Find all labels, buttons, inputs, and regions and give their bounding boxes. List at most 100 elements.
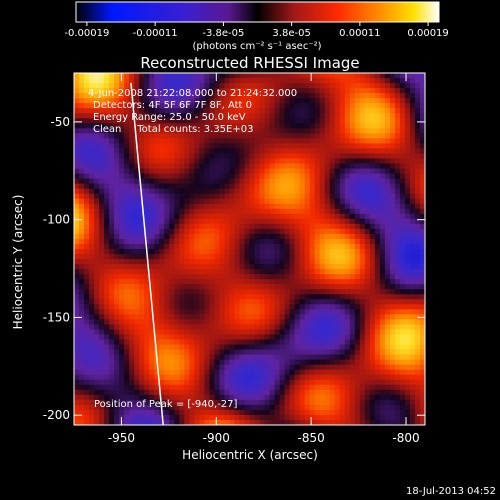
heatmap-cell — [164, 163, 170, 170]
heatmap-cell — [289, 163, 296, 170]
heatmap-cell — [124, 344, 130, 351]
heatmap-cell — [334, 83, 341, 89]
heatmap-cell — [254, 128, 261, 134]
heatmap-cell — [264, 188, 271, 195]
heatmap-cell — [84, 264, 90, 270]
heatmap-cell — [164, 419, 170, 425]
heatmap-cell — [154, 294, 160, 300]
heatmap-cell — [419, 269, 425, 275]
heatmap-cell — [279, 188, 286, 195]
heatmap-cell — [74, 88, 80, 94]
heatmap-cell — [414, 264, 421, 270]
heatmap-cell — [404, 233, 411, 240]
heatmap-cell — [384, 103, 391, 109]
heatmap-cell — [189, 389, 195, 396]
heatmap-cell — [414, 153, 421, 160]
heatmap-cell — [124, 334, 130, 341]
heatmap-cell — [394, 123, 401, 129]
heatmap-cell — [209, 188, 215, 195]
heatmap-cell — [139, 339, 145, 346]
heatmap-cell — [254, 269, 261, 275]
heatmap-cell — [149, 379, 155, 386]
heatmap-cell — [359, 153, 366, 160]
heatmap-cell — [139, 329, 145, 336]
heatmap-cell — [114, 354, 120, 361]
heatmap-cell — [119, 314, 125, 320]
heatmap-cell — [249, 374, 256, 381]
heatmap-cell — [84, 183, 90, 190]
heatmap-cell — [89, 193, 95, 200]
heatmap-cell — [74, 359, 80, 366]
heatmap-cell — [184, 384, 190, 391]
heatmap-cell — [229, 354, 236, 361]
heatmap-cell — [159, 369, 165, 376]
heatmap-cell — [274, 158, 281, 165]
heatmap-cell — [354, 103, 361, 109]
heatmap-cell — [179, 254, 185, 260]
heatmap-cell — [384, 309, 391, 315]
heatmap-cell — [184, 359, 190, 366]
heatmap-cell — [94, 349, 100, 356]
heatmap-cell — [199, 294, 205, 300]
heatmap-cell — [399, 309, 406, 315]
heatmap-cell — [269, 108, 276, 114]
heatmap-cell — [174, 359, 180, 366]
heatmap-cell — [224, 208, 231, 215]
heatmap-cell — [184, 128, 190, 134]
heatmap-cell — [239, 289, 246, 295]
heatmap-cell — [264, 304, 271, 310]
heatmap-cell — [194, 78, 200, 84]
heatmap-cell — [289, 223, 296, 230]
heatmap-cell — [349, 218, 356, 225]
heatmap-cell — [359, 173, 366, 180]
heatmap-cell — [104, 274, 110, 280]
heatmap-cell — [299, 158, 306, 165]
heatmap-cell — [414, 324, 421, 331]
heatmap-cell — [419, 404, 425, 411]
heatmap-cell — [359, 183, 366, 190]
heatmap-cell — [414, 228, 421, 235]
heatmap-cell — [259, 103, 266, 109]
heatmap-cell — [329, 138, 336, 144]
heatmap-cell — [364, 334, 371, 341]
heatmap-cell — [309, 198, 316, 205]
heatmap-cell — [384, 83, 391, 89]
heatmap-cell — [114, 108, 120, 114]
heatmap-cell — [79, 158, 85, 165]
heatmap-cell — [79, 148, 85, 155]
heatmap-cell — [269, 78, 276, 84]
heatmap-cell — [114, 394, 120, 401]
heatmap-cell — [199, 404, 205, 411]
heatmap-cell — [214, 359, 221, 366]
heatmap-cell — [209, 168, 215, 175]
heatmap-cell — [234, 414, 241, 421]
heatmap-cell — [384, 294, 391, 300]
heatmap-cell — [269, 314, 276, 320]
heatmap-cell — [254, 118, 261, 124]
heatmap-cell — [94, 198, 100, 205]
heatmap-cell — [274, 73, 281, 79]
heatmap-cell — [389, 203, 396, 210]
heatmap-cell — [419, 339, 425, 346]
heatmap-cell — [374, 389, 381, 396]
heatmap-cell — [384, 218, 391, 225]
heatmap-cell — [99, 334, 105, 341]
heatmap-cell — [339, 163, 346, 170]
heatmap-cell — [349, 103, 356, 109]
heatmap-cell — [109, 289, 115, 295]
heatmap-cell — [284, 374, 291, 381]
heatmap-cell — [399, 233, 406, 240]
heatmap-cell — [224, 223, 231, 230]
heatmap-cell — [179, 183, 185, 190]
heatmap-cell — [389, 128, 396, 134]
heatmap-cell — [289, 243, 296, 250]
heatmap-cell — [124, 128, 130, 134]
heatmap-cell — [344, 299, 351, 305]
heatmap-cell — [224, 414, 231, 421]
heatmap-cell — [329, 294, 336, 300]
heatmap-cell — [84, 414, 90, 421]
heatmap-cell — [399, 264, 406, 270]
heatmap-cell — [169, 243, 175, 250]
heatmap-cell — [329, 389, 336, 396]
heatmap-cell — [149, 193, 155, 200]
